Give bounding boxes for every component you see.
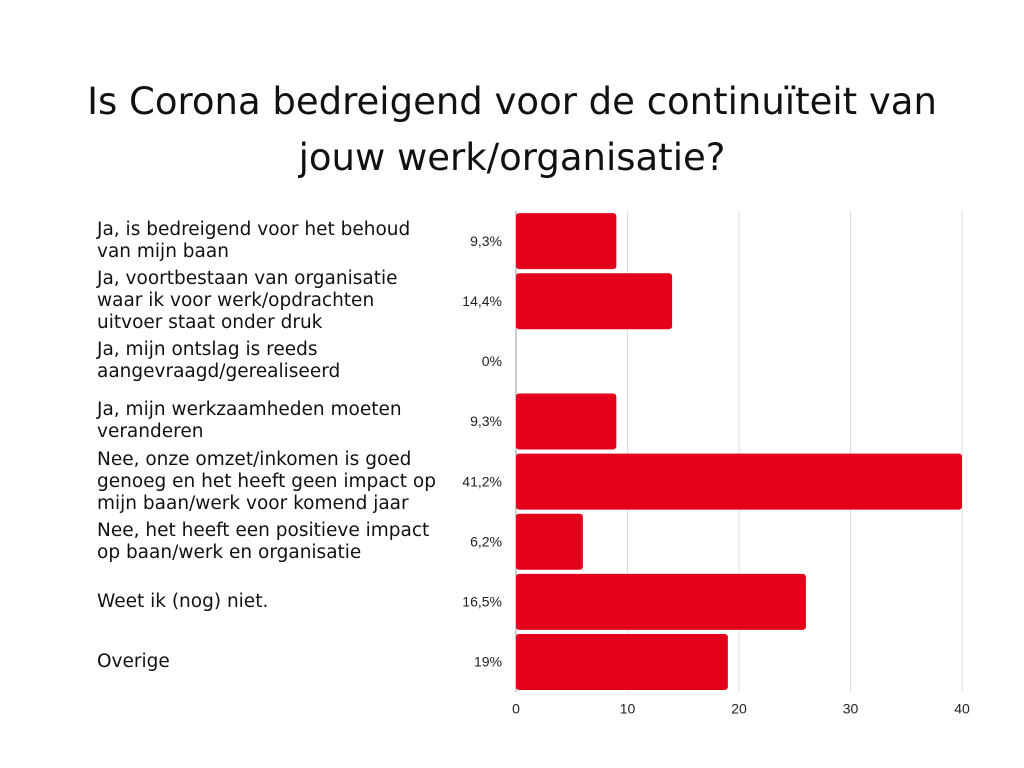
percent-label: 16,5% <box>462 594 502 610</box>
bar <box>516 633 728 690</box>
bar <box>516 453 962 510</box>
category-label: Overige <box>97 650 170 672</box>
bar <box>516 273 673 330</box>
category-label: Ja, is bedreigend voor het behoud van mi… <box>97 219 411 263</box>
category-label: Ja, mijn werkzaamheden moeten veranderen <box>97 399 402 443</box>
bar <box>516 573 806 630</box>
bar <box>516 513 583 570</box>
percent-label: 6,2% <box>470 533 502 549</box>
chart-title: Is Corona bedreigend voor de continuïtei… <box>87 80 937 179</box>
bar <box>516 213 617 270</box>
category-label: Weet ik (nog) niet. <box>97 590 269 612</box>
category-label: Ja, voortbestaan van organisatie waar ik… <box>97 268 398 334</box>
x-tick-label: 30 <box>843 701 859 717</box>
x-tick-label: 0 <box>512 701 520 717</box>
category-label: Nee, het heeft een positieve impact op b… <box>97 519 430 563</box>
percent-label: 9,3% <box>470 413 502 429</box>
percent-label: 14,4% <box>462 293 502 309</box>
category-label: Ja, mijn ontslag is reeds aangevraagd/ge… <box>97 339 341 383</box>
percent-label: 0% <box>482 353 502 369</box>
percent-label: 9,3% <box>470 233 502 249</box>
x-tick-label: 40 <box>954 701 970 717</box>
x-tick-label: 20 <box>731 701 747 717</box>
x-tick-label: 10 <box>620 701 636 717</box>
category-label: Nee, onze omzet/inkomen is goed genoeg e… <box>97 448 436 514</box>
percent-label: 41,2% <box>462 473 502 489</box>
percent-label: 19% <box>474 654 502 670</box>
bar <box>516 393 617 450</box>
